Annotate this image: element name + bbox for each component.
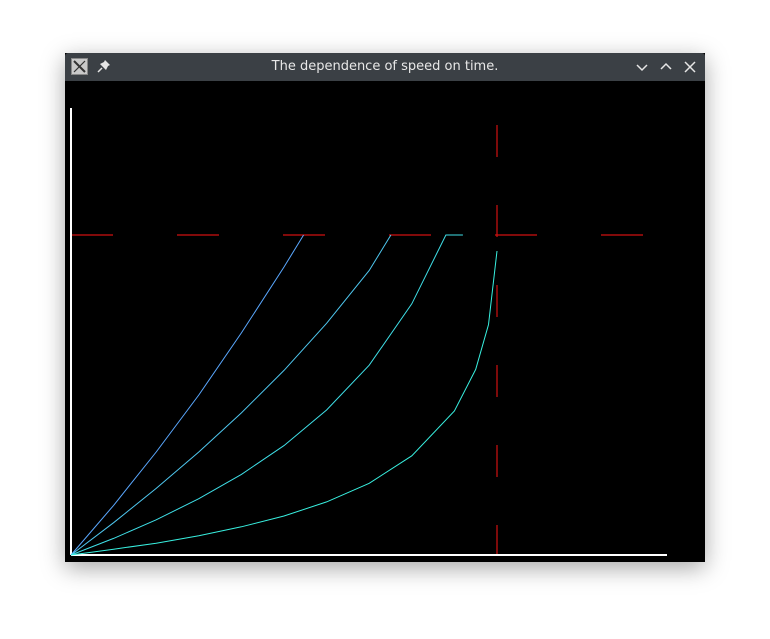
series-line-4	[70, 250, 498, 556]
titlebar[interactable]: The dependence of speed on time.	[65, 53, 705, 81]
series-line-3	[70, 234, 463, 556]
app-window: The dependence of speed on time.	[65, 53, 705, 562]
chevron-up-icon[interactable]	[657, 58, 675, 76]
window-title: The dependence of speed on time.	[271, 59, 499, 74]
chevron-down-icon[interactable]	[633, 58, 651, 76]
plot-canvas	[65, 81, 705, 562]
app-icon[interactable]	[71, 58, 88, 75]
close-icon[interactable]	[681, 58, 699, 76]
series-line-2	[70, 234, 392, 556]
series-line-1	[70, 234, 305, 556]
pin-icon[interactable]	[95, 57, 113, 75]
